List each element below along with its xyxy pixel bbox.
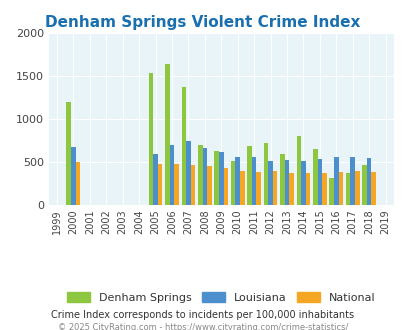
Bar	[284, 160, 289, 205]
Bar	[272, 171, 277, 205]
Bar	[328, 179, 333, 205]
Bar	[279, 153, 284, 205]
Bar	[190, 165, 195, 205]
Bar	[174, 164, 179, 205]
Bar	[202, 148, 207, 205]
Bar	[350, 157, 354, 205]
Bar	[158, 164, 162, 205]
Bar	[296, 136, 301, 205]
Bar	[148, 73, 153, 205]
Bar	[256, 172, 260, 205]
Bar	[251, 157, 256, 205]
Bar	[338, 172, 342, 205]
Bar	[223, 168, 228, 205]
Bar	[218, 152, 223, 205]
Bar	[165, 64, 169, 205]
Bar	[322, 173, 326, 205]
Bar	[235, 157, 239, 205]
Bar	[75, 162, 80, 205]
Bar	[239, 171, 244, 205]
Bar	[263, 143, 268, 205]
Bar	[354, 171, 359, 205]
Bar	[371, 172, 375, 205]
Bar	[169, 145, 174, 205]
Bar	[345, 173, 350, 205]
Bar	[71, 147, 75, 205]
Bar	[366, 158, 371, 205]
Legend: Denham Springs, Louisiana, National: Denham Springs, Louisiana, National	[63, 287, 379, 307]
Bar	[214, 151, 218, 205]
Text: © 2025 CityRating.com - https://www.cityrating.com/crime-statistics/: © 2025 CityRating.com - https://www.city…	[58, 323, 347, 330]
Bar	[198, 146, 202, 205]
Bar	[289, 173, 293, 205]
Bar	[66, 103, 71, 205]
Bar	[301, 161, 305, 205]
Text: Crime Index corresponds to incidents per 100,000 inhabitants: Crime Index corresponds to incidents per…	[51, 310, 354, 320]
Bar	[317, 159, 322, 205]
Bar	[305, 173, 309, 205]
Bar	[185, 141, 190, 205]
Bar	[268, 161, 272, 205]
Bar	[361, 165, 366, 205]
Bar	[207, 166, 211, 205]
Bar	[247, 146, 251, 205]
Bar	[181, 86, 185, 205]
Bar	[230, 161, 235, 205]
Bar	[153, 154, 158, 205]
Text: Denham Springs Violent Crime Index: Denham Springs Violent Crime Index	[45, 15, 360, 30]
Bar	[333, 156, 338, 205]
Bar	[312, 149, 317, 205]
